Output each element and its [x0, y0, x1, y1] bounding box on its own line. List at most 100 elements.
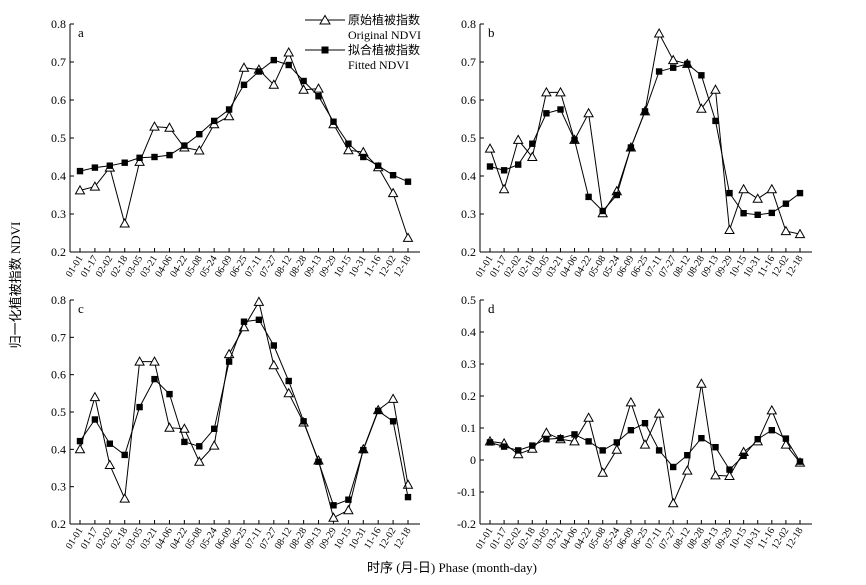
fitted-point	[543, 110, 550, 117]
original-point	[134, 356, 145, 366]
y-tick-label: 0.2	[461, 389, 476, 403]
fitted-point	[255, 316, 263, 323]
fitted-point	[543, 436, 550, 443]
fitted-point	[211, 425, 218, 432]
fitted-point	[684, 60, 691, 68]
original-point	[484, 143, 496, 153]
fitted-point	[404, 178, 412, 185]
fitted-point	[404, 493, 412, 501]
fitted-point	[76, 437, 84, 445]
fitted-point	[500, 167, 508, 174]
y-axis-title: 归一化植被指数 NDVI	[8, 222, 23, 349]
y-tick-label: -0.2	[457, 517, 476, 531]
y-tick-label: 0.7	[51, 55, 66, 69]
fitted-point	[670, 463, 677, 471]
panel-label: a	[78, 25, 84, 40]
original-point	[653, 408, 665, 418]
y-tick-label: 0.6	[461, 93, 476, 107]
fitted-point	[754, 436, 761, 443]
fitted-point	[91, 164, 99, 171]
original-point	[298, 84, 309, 94]
y-tick-label: 0.3	[51, 480, 66, 494]
y-tick-label: 0.8	[51, 293, 66, 307]
fitted-point	[726, 189, 733, 197]
original-point	[164, 122, 175, 132]
y-tick-label: 0.8	[51, 17, 66, 31]
legend-original-triangle-icon	[319, 14, 331, 25]
panel-d: -0.2-0.100.10.20.30.40.501-0101-1702-020…	[457, 293, 812, 551]
fitted-point	[796, 458, 804, 465]
original-point	[667, 497, 679, 508]
y-tick-label: 0.5	[51, 405, 66, 419]
fitted-point	[360, 153, 367, 161]
panel-label: d	[488, 301, 495, 316]
original-point	[104, 459, 116, 469]
fitted-point	[240, 318, 248, 325]
fitted-point	[796, 189, 804, 197]
fitted-point	[712, 444, 719, 451]
fitted-point	[285, 61, 292, 69]
panels: 0.20.30.40.50.60.70.801-0101-1702-0202-1…	[51, 17, 812, 551]
y-tick-label: 0.6	[51, 368, 66, 382]
original-point	[387, 187, 399, 198]
original-point	[512, 448, 524, 459]
y-tick-label: 0.5	[461, 293, 476, 307]
legend-fitted-en: Fitted NDVI	[348, 58, 409, 72]
original-point	[569, 435, 580, 446]
original-point	[119, 493, 131, 503]
panel-c: 0.20.30.40.50.60.70.801-0101-1702-0202-1…	[51, 293, 420, 551]
fitted-point	[181, 142, 188, 149]
fitted-point	[627, 427, 635, 434]
original-point	[343, 504, 354, 515]
original-point	[526, 151, 538, 161]
fitted-point	[121, 451, 128, 459]
original-series-line	[79, 300, 409, 519]
legend-original: 原始植被指数 Original NDVI	[305, 12, 421, 42]
legend-fitted-cn: 拟合植被指数	[348, 42, 420, 57]
fitted-point	[599, 447, 606, 454]
original-point	[223, 110, 235, 121]
fitted-point	[106, 162, 113, 169]
original-point	[119, 217, 131, 228]
fitted-point	[515, 447, 522, 454]
original-point	[89, 391, 101, 402]
fitted-point	[726, 466, 733, 473]
y-tick-label: 0.5	[461, 131, 476, 145]
original-point	[283, 46, 295, 57]
fitted-point	[529, 442, 536, 449]
fitted-point	[300, 418, 307, 425]
fitted-point	[136, 154, 143, 161]
original-point	[780, 225, 792, 236]
original-point	[738, 183, 749, 194]
fitted-point	[196, 131, 203, 138]
original-point	[696, 378, 707, 388]
original-point	[710, 469, 721, 480]
y-tick-label: 0.2	[461, 245, 476, 259]
original-point	[134, 156, 145, 166]
fitted-point	[655, 68, 663, 75]
original-point	[268, 359, 280, 370]
fitted-point	[486, 163, 494, 170]
fitted-point	[599, 207, 606, 215]
original-point	[681, 465, 693, 475]
original-point	[313, 83, 324, 93]
original-point	[193, 456, 205, 466]
original-point	[164, 422, 175, 432]
legend-original-en: Original NDVI	[348, 28, 421, 42]
fitted-point	[740, 210, 747, 217]
fitted-point	[270, 342, 277, 349]
fitted-point	[76, 167, 84, 175]
original-point	[343, 144, 354, 155]
legend-fitted-square-icon	[321, 46, 329, 54]
fitted-point	[389, 172, 397, 179]
fitted-point	[300, 77, 307, 85]
fitted-point	[360, 446, 367, 454]
fitted-point	[486, 439, 494, 446]
fitted-point	[670, 64, 677, 71]
original-point	[766, 404, 778, 415]
fitted-point	[91, 416, 99, 423]
fitted-point	[655, 447, 663, 454]
fitted-point	[782, 435, 790, 442]
fitted-point	[166, 151, 173, 159]
